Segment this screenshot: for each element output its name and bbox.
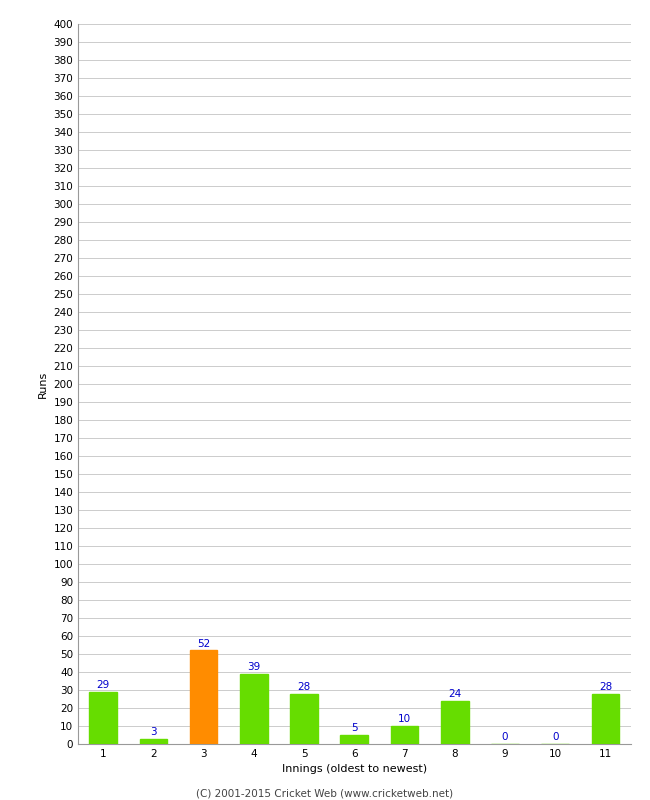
X-axis label: Innings (oldest to newest): Innings (oldest to newest): [281, 765, 427, 774]
Bar: [592, 694, 619, 744]
Text: 3: 3: [150, 726, 157, 737]
Y-axis label: Runs: Runs: [38, 370, 48, 398]
Bar: [190, 650, 217, 744]
Text: 28: 28: [298, 682, 311, 692]
Text: (C) 2001-2015 Cricket Web (www.cricketweb.net): (C) 2001-2015 Cricket Web (www.cricketwe…: [196, 788, 454, 798]
Bar: [140, 738, 167, 744]
Text: 0: 0: [502, 732, 508, 742]
Text: 0: 0: [552, 732, 558, 742]
Text: 52: 52: [197, 638, 210, 649]
Text: 5: 5: [351, 723, 358, 733]
Bar: [290, 694, 318, 744]
Bar: [391, 726, 419, 744]
Bar: [341, 735, 368, 744]
Text: 10: 10: [398, 714, 411, 724]
Text: 28: 28: [599, 682, 612, 692]
Bar: [89, 692, 117, 744]
Bar: [441, 701, 469, 744]
Text: 39: 39: [247, 662, 261, 672]
Text: 29: 29: [96, 680, 110, 690]
Text: 24: 24: [448, 689, 462, 699]
Bar: [240, 674, 268, 744]
